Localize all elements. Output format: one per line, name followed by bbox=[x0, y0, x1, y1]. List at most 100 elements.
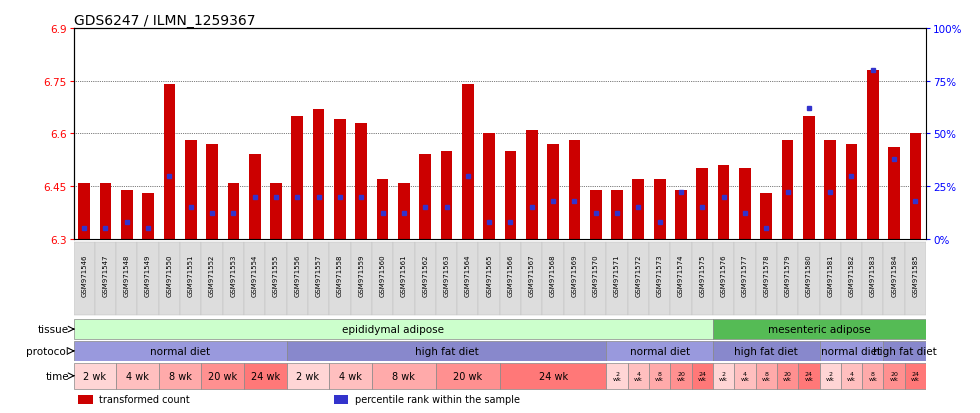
Bar bbox=[478, 242, 500, 315]
Text: GSM971560: GSM971560 bbox=[379, 254, 385, 297]
Bar bbox=[371, 242, 393, 315]
Text: 8
wk: 8 wk bbox=[656, 370, 664, 381]
Bar bbox=[222, 242, 244, 315]
Text: 20
wk: 20 wk bbox=[676, 370, 685, 381]
Text: percentile rank within the sample: percentile rank within the sample bbox=[355, 394, 519, 404]
Bar bbox=[777, 363, 798, 389]
Text: GSM971575: GSM971575 bbox=[700, 254, 706, 297]
Text: GSM971566: GSM971566 bbox=[508, 254, 514, 297]
Bar bbox=[612, 190, 623, 239]
Bar bbox=[436, 363, 500, 389]
Text: 4 wk: 4 wk bbox=[126, 371, 149, 381]
Bar bbox=[376, 180, 388, 239]
Text: GSM971581: GSM971581 bbox=[827, 254, 833, 297]
Text: GSM971550: GSM971550 bbox=[167, 254, 172, 297]
Bar bbox=[819, 363, 841, 389]
Bar bbox=[543, 242, 564, 315]
Bar bbox=[568, 141, 580, 239]
Bar bbox=[675, 190, 687, 239]
Text: GSM971552: GSM971552 bbox=[209, 254, 215, 297]
Text: GSM971561: GSM971561 bbox=[401, 254, 407, 297]
Text: epididymal adipose: epididymal adipose bbox=[342, 324, 444, 334]
Text: GSM971579: GSM971579 bbox=[785, 254, 791, 297]
Text: GSM971578: GSM971578 bbox=[763, 254, 769, 297]
Bar bbox=[398, 183, 410, 239]
Bar bbox=[244, 242, 266, 315]
Bar bbox=[505, 152, 516, 239]
Text: 2
wk: 2 wk bbox=[826, 370, 835, 381]
Bar bbox=[884, 342, 926, 361]
Bar bbox=[819, 242, 841, 315]
Text: GSM971573: GSM971573 bbox=[657, 254, 662, 297]
Bar bbox=[244, 363, 286, 389]
Text: GSM971556: GSM971556 bbox=[294, 254, 300, 297]
Bar bbox=[351, 242, 372, 315]
Bar bbox=[77, 395, 93, 404]
Text: GSM971570: GSM971570 bbox=[593, 254, 599, 297]
Bar bbox=[734, 363, 756, 389]
Text: high fat diet: high fat diet bbox=[415, 346, 478, 356]
Bar bbox=[116, 363, 159, 389]
Bar bbox=[333, 395, 349, 404]
Text: 2 wk: 2 wk bbox=[83, 371, 106, 381]
Text: 2
wk: 2 wk bbox=[612, 370, 621, 381]
Text: GSM971583: GSM971583 bbox=[870, 254, 876, 297]
Text: 4
wk: 4 wk bbox=[741, 370, 750, 381]
Text: time: time bbox=[46, 371, 70, 381]
Bar bbox=[739, 169, 751, 239]
Bar bbox=[756, 242, 777, 315]
Bar bbox=[712, 342, 819, 361]
Bar bbox=[884, 242, 905, 315]
Text: 8
wk: 8 wk bbox=[868, 370, 877, 381]
Text: GSM971567: GSM971567 bbox=[529, 254, 535, 297]
Bar bbox=[734, 242, 756, 315]
Text: GSM971574: GSM971574 bbox=[678, 254, 684, 297]
Bar bbox=[649, 242, 670, 315]
Bar bbox=[116, 242, 137, 315]
Text: GSM971547: GSM971547 bbox=[103, 254, 109, 297]
Text: 8 wk: 8 wk bbox=[169, 371, 191, 381]
Bar bbox=[846, 145, 858, 239]
Bar bbox=[334, 120, 346, 239]
Bar bbox=[649, 363, 670, 389]
Bar bbox=[692, 242, 713, 315]
Text: GSM971551: GSM971551 bbox=[188, 254, 194, 297]
Text: GSM971557: GSM971557 bbox=[316, 254, 321, 297]
Bar bbox=[185, 141, 197, 239]
Bar bbox=[121, 190, 132, 239]
Text: GSM971584: GSM971584 bbox=[891, 254, 897, 297]
Bar bbox=[291, 116, 303, 239]
Text: tissue: tissue bbox=[38, 324, 70, 334]
Bar bbox=[590, 190, 602, 239]
Bar bbox=[607, 242, 628, 315]
Text: 20 wk: 20 wk bbox=[454, 371, 482, 381]
Bar bbox=[824, 141, 836, 239]
Bar bbox=[884, 363, 905, 389]
Text: GSM971580: GSM971580 bbox=[806, 254, 811, 297]
Bar bbox=[415, 242, 436, 315]
Text: 20
wk: 20 wk bbox=[890, 370, 899, 381]
Bar bbox=[819, 342, 884, 361]
Bar bbox=[201, 242, 222, 315]
Bar bbox=[74, 319, 712, 339]
Bar bbox=[798, 242, 819, 315]
Bar bbox=[627, 242, 649, 315]
Bar bbox=[654, 180, 665, 239]
Bar bbox=[756, 363, 777, 389]
Bar bbox=[142, 194, 154, 239]
Text: GSM971549: GSM971549 bbox=[145, 254, 151, 297]
Bar bbox=[585, 242, 607, 315]
Bar bbox=[286, 363, 329, 389]
Text: 20
wk: 20 wk bbox=[783, 370, 792, 381]
Text: GSM971582: GSM971582 bbox=[849, 254, 855, 297]
Text: 4
wk: 4 wk bbox=[847, 370, 856, 381]
Bar bbox=[803, 116, 814, 239]
Bar bbox=[862, 363, 884, 389]
Bar bbox=[760, 194, 772, 239]
Bar bbox=[286, 242, 308, 315]
Bar bbox=[137, 242, 159, 315]
Bar bbox=[266, 242, 286, 315]
Text: 8 wk: 8 wk bbox=[392, 371, 416, 381]
Bar bbox=[627, 363, 649, 389]
Text: 24 wk: 24 wk bbox=[251, 371, 280, 381]
